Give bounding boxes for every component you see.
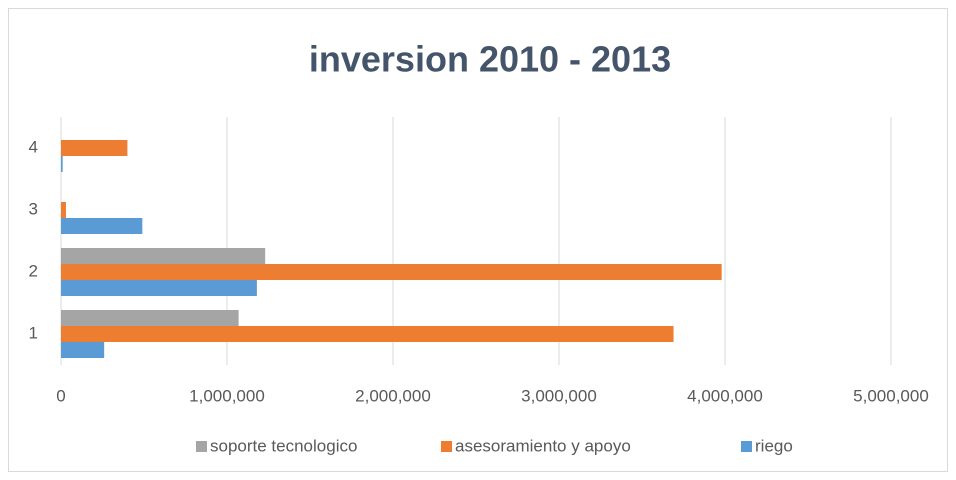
bar [61,202,66,218]
x-tick-label: 3,000,000 [521,386,597,405]
bar [61,248,266,264]
x-tick-label: 2,000,000 [355,386,431,405]
legend-label: soporte tecnologico [210,436,357,455]
bar [61,326,674,342]
legend-label: asesoramiento y apoyo [455,436,631,455]
x-tick-label: 0 [56,386,65,405]
y-tick-label: 1 [29,323,38,342]
bar [61,280,257,296]
bar [61,342,105,358]
chart-border [8,8,948,472]
bar [61,310,239,326]
bar [61,156,63,172]
y-tick-label: 4 [29,137,38,156]
legend-swatch [196,441,207,452]
bar [61,140,128,156]
legend-swatch [441,441,452,452]
y-tick-label: 3 [29,199,38,218]
chart-title: inversion 2010 - 2013 [309,39,671,80]
legend-swatch [741,441,752,452]
legend-label: riego [755,436,793,455]
y-tick-label: 2 [29,261,38,280]
x-tick-label: 4,000,000 [687,386,763,405]
x-tick-label: 5,000,000 [853,386,929,405]
bar [61,264,722,280]
bar [61,218,143,234]
x-tick-label: 1,000,000 [189,386,265,405]
